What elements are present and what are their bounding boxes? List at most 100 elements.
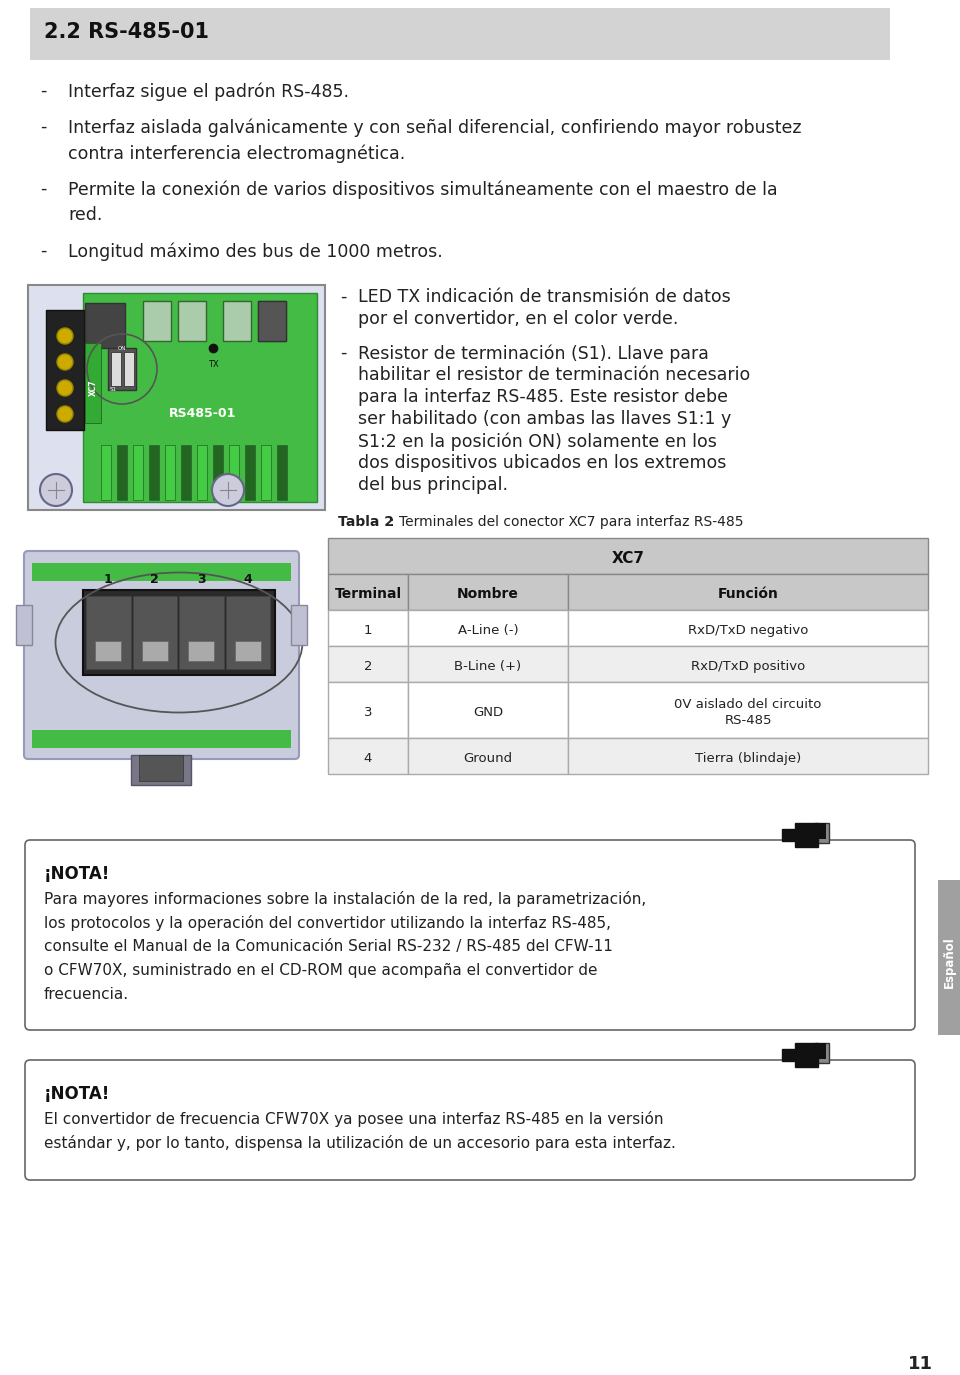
Text: RxD/TxD negativo: RxD/TxD negativo	[687, 623, 808, 637]
Text: Español: Español	[943, 936, 955, 989]
Text: frecuencia.: frecuencia.	[44, 987, 130, 1002]
Bar	[815, 824, 829, 843]
Text: RxD/TxD positivo: RxD/TxD positivo	[691, 660, 805, 672]
Bar	[108, 348, 136, 390]
Bar	[815, 1044, 829, 1063]
Bar	[328, 738, 408, 774]
Bar	[83, 590, 275, 675]
Text: GND: GND	[473, 705, 503, 719]
Text: consulte el Manual de la Comunicación Serial RS-232 / RS-485 del CFW-11: consulte el Manual de la Comunicación Se…	[44, 939, 612, 954]
Bar	[133, 446, 143, 500]
Text: 2: 2	[364, 660, 372, 672]
Bar	[568, 682, 928, 738]
FancyBboxPatch shape	[25, 1060, 915, 1180]
Text: red.: red.	[68, 206, 103, 224]
Text: ¡NOTA!: ¡NOTA!	[44, 1085, 110, 1103]
Bar	[86, 595, 131, 670]
Bar	[132, 595, 177, 670]
Text: TX: TX	[207, 360, 218, 368]
Text: 3: 3	[364, 705, 372, 719]
Bar	[568, 573, 928, 610]
Bar	[258, 301, 286, 341]
Bar	[85, 302, 125, 348]
Text: -: -	[40, 180, 46, 198]
Circle shape	[57, 329, 73, 344]
Bar	[188, 641, 214, 661]
Bar	[95, 641, 121, 661]
Bar	[111, 352, 121, 386]
Bar	[291, 605, 307, 645]
Text: dos dispositivos ubicados en los extremos: dos dispositivos ubicados en los extremo…	[358, 454, 727, 472]
Circle shape	[212, 474, 244, 506]
Text: o CFW70X, suministrado en el CD-ROM que acompaña el convertidor de: o CFW70X, suministrado en el CD-ROM que …	[44, 962, 597, 978]
Text: contra interferencia electromagnética.: contra interferencia electromagnética.	[68, 144, 405, 162]
Text: RS485-01: RS485-01	[169, 407, 237, 419]
Bar	[16, 605, 32, 645]
Text: : Terminales del conector XC7 para interfaz RS-485: : Terminales del conector XC7 para inter…	[390, 516, 743, 529]
Text: ser habilitado (con ambas las llaves S1:1 y: ser habilitado (con ambas las llaves S1:…	[358, 410, 732, 428]
Text: 4: 4	[244, 573, 252, 586]
Text: Interfaz aislada galvánicamente y con señal diferencial, confiriendo mayor robus: Interfaz aislada galvánicamente y con se…	[68, 118, 802, 136]
Bar	[408, 646, 568, 682]
Bar	[328, 538, 928, 573]
Bar	[213, 446, 223, 500]
Text: los protocolos y la operación del convertidor utilizando la interfaz RS-485,: los protocolos y la operación del conver…	[44, 914, 611, 931]
Bar	[226, 595, 270, 670]
Text: Tabla 2: Tabla 2	[338, 516, 394, 529]
Bar	[179, 595, 224, 670]
Bar	[223, 301, 251, 341]
Bar	[938, 880, 960, 1035]
Bar	[30, 8, 890, 60]
Bar	[408, 573, 568, 610]
Bar	[165, 446, 175, 500]
Text: Función: Función	[717, 587, 779, 601]
Polygon shape	[782, 824, 818, 847]
Bar	[143, 301, 171, 341]
Bar	[568, 646, 928, 682]
Bar	[85, 342, 101, 424]
Bar	[32, 562, 291, 582]
Text: B-Line (+): B-Line (+)	[454, 660, 521, 672]
Bar	[328, 646, 408, 682]
Text: 2: 2	[151, 573, 159, 586]
Text: S1:2 en la posición ON) solamente en los: S1:2 en la posición ON) solamente en los	[358, 432, 717, 451]
Circle shape	[57, 353, 73, 370]
Bar	[139, 755, 183, 781]
Bar	[178, 301, 206, 341]
Text: 0V aislado del circuito: 0V aislado del circuito	[674, 697, 822, 711]
Text: ¡NOTA!: ¡NOTA!	[44, 865, 110, 883]
Bar	[408, 738, 568, 774]
Bar	[568, 610, 928, 646]
Bar	[258, 301, 286, 341]
Text: 3: 3	[197, 573, 205, 586]
FancyBboxPatch shape	[25, 840, 915, 1030]
Text: estándar y, por lo tanto, dispensa la utilización de un accesorio para esta inte: estándar y, por lo tanto, dispensa la ut…	[44, 1134, 676, 1151]
Bar	[229, 446, 239, 500]
Circle shape	[40, 474, 72, 506]
Text: 4: 4	[364, 752, 372, 765]
Bar	[142, 641, 168, 661]
Bar	[245, 446, 255, 500]
Bar	[328, 610, 408, 646]
Text: Para mayores informaciones sobre la instalación de la red, la parametrización,: Para mayores informaciones sobre la inst…	[44, 891, 646, 908]
Bar	[83, 293, 317, 502]
Bar	[277, 446, 287, 500]
Text: -: -	[40, 82, 46, 100]
Bar	[328, 682, 408, 738]
Text: habilitar el resistor de terminación necesario: habilitar el resistor de terminación nec…	[358, 366, 751, 384]
Text: por el convertidor, en el color verde.: por el convertidor, en el color verde.	[358, 309, 679, 329]
Text: Resistor de terminación (S1). Llave para: Resistor de terminación (S1). Llave para	[358, 344, 708, 363]
Text: XC7: XC7	[612, 550, 644, 565]
FancyBboxPatch shape	[24, 551, 299, 759]
Text: LED TX indicación de transmisión de datos: LED TX indicación de transmisión de dato…	[358, 287, 731, 307]
Text: Permite la conexión de varios dispositivos simultáneamente con el maestro de la: Permite la conexión de varios dispositiv…	[68, 180, 778, 198]
Bar	[568, 738, 928, 774]
Text: 2.2 RS-485-01: 2.2 RS-485-01	[44, 22, 209, 43]
Circle shape	[57, 406, 73, 422]
Text: RS-485: RS-485	[724, 714, 772, 726]
Text: S1: S1	[109, 386, 116, 392]
Text: -: -	[340, 287, 347, 307]
Text: ON: ON	[118, 346, 126, 351]
Text: 1: 1	[364, 623, 372, 637]
Bar	[131, 755, 191, 785]
